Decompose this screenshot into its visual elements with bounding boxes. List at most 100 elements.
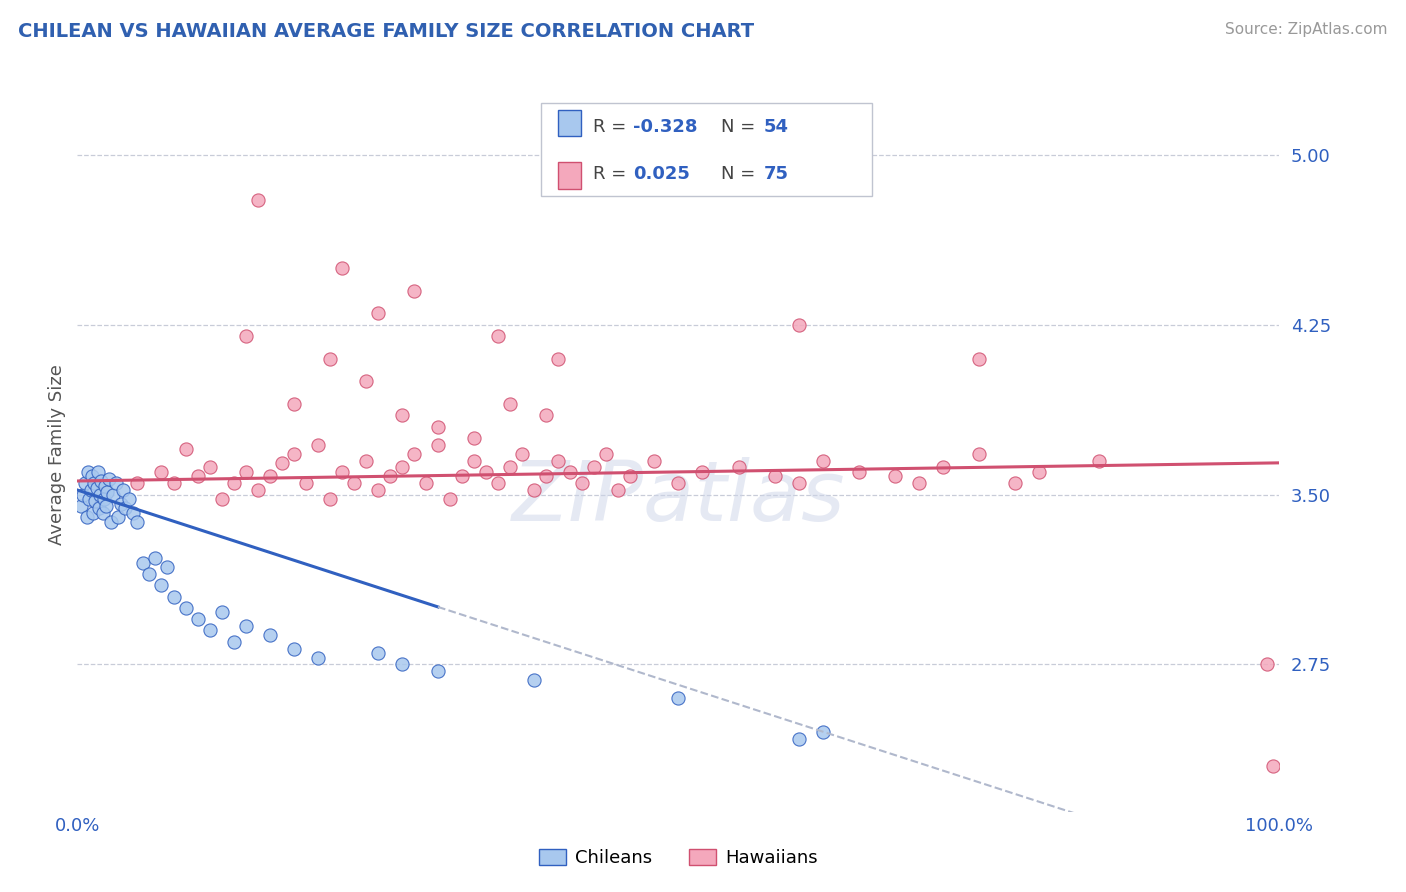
Point	[451, 469, 474, 483]
Point	[259, 628, 281, 642]
Point	[162, 590, 184, 604]
Point	[96, 499, 118, 513]
Point	[103, 487, 125, 501]
Point	[1028, 465, 1050, 479]
Point	[668, 476, 690, 491]
Point	[198, 460, 221, 475]
Point	[571, 476, 593, 491]
Text: 54: 54	[763, 118, 789, 136]
Point	[91, 506, 114, 520]
Point	[330, 260, 353, 275]
Point	[77, 465, 100, 479]
Point	[80, 469, 103, 483]
Point	[156, 560, 179, 574]
Point	[787, 476, 810, 491]
Y-axis label: Average Family Size: Average Family Size	[48, 365, 66, 545]
Point	[132, 556, 155, 570]
Point	[90, 474, 112, 488]
Point	[643, 453, 665, 467]
Point	[415, 476, 437, 491]
Point	[127, 515, 149, 529]
Point	[235, 619, 257, 633]
Point	[607, 483, 630, 497]
Point	[547, 351, 569, 366]
Point	[883, 469, 905, 483]
Point	[1263, 759, 1285, 773]
Point	[319, 351, 342, 366]
Point	[84, 494, 107, 508]
Point	[475, 465, 498, 479]
Point	[463, 453, 485, 467]
Text: 75: 75	[763, 165, 789, 183]
Point	[150, 465, 173, 479]
Point	[391, 409, 413, 423]
Point	[908, 476, 931, 491]
Point	[145, 551, 167, 566]
Point	[89, 487, 111, 501]
Point	[932, 460, 955, 475]
Point	[391, 657, 413, 672]
Point	[848, 465, 870, 479]
Point	[87, 501, 110, 516]
Point	[486, 329, 509, 343]
Point	[270, 456, 292, 470]
Point	[668, 691, 690, 706]
Point	[111, 483, 134, 497]
Point	[307, 438, 329, 452]
Text: Source: ZipAtlas.com: Source: ZipAtlas.com	[1225, 22, 1388, 37]
Point	[76, 510, 98, 524]
Point	[547, 453, 569, 467]
Text: -0.328: -0.328	[633, 118, 697, 136]
Point	[283, 397, 305, 411]
Point	[294, 476, 316, 491]
Text: 0.025: 0.025	[633, 165, 689, 183]
Point	[187, 612, 209, 626]
Point	[330, 465, 353, 479]
Point	[307, 650, 329, 665]
Legend: Chileans, Hawaiians: Chileans, Hawaiians	[531, 841, 825, 874]
Point	[72, 487, 94, 501]
Point	[162, 476, 184, 491]
Point	[486, 476, 509, 491]
Point	[198, 624, 221, 638]
Point	[283, 447, 305, 461]
Point	[534, 469, 557, 483]
Point	[174, 600, 197, 615]
Point	[499, 397, 522, 411]
Point	[104, 476, 127, 491]
Point	[763, 469, 786, 483]
Point	[93, 492, 115, 507]
Point	[534, 409, 557, 423]
Point	[402, 447, 425, 461]
Point	[187, 469, 209, 483]
Text: R =: R =	[593, 118, 633, 136]
Point	[100, 515, 122, 529]
Point	[121, 506, 143, 520]
Point	[138, 566, 160, 581]
Point	[427, 419, 450, 434]
Point	[427, 665, 450, 679]
Point	[110, 497, 132, 511]
Point	[222, 476, 245, 491]
Text: ZIPatlas: ZIPatlas	[512, 458, 845, 538]
Point	[378, 469, 401, 483]
Point	[354, 453, 377, 467]
Text: CHILEAN VS HAWAIIAN AVERAGE FAMILY SIZE CORRELATION CHART: CHILEAN VS HAWAIIAN AVERAGE FAMILY SIZE …	[18, 22, 755, 41]
Point	[222, 635, 245, 649]
Point	[79, 483, 101, 497]
Point	[97, 472, 120, 486]
Point	[367, 646, 389, 660]
Point	[811, 453, 834, 467]
Point	[692, 465, 714, 479]
Point	[83, 476, 105, 491]
Point	[127, 476, 149, 491]
Point	[510, 447, 533, 461]
Point	[82, 506, 104, 520]
Point	[235, 329, 257, 343]
Point	[967, 351, 990, 366]
Point	[1088, 453, 1111, 467]
Point	[86, 481, 108, 495]
Point	[259, 469, 281, 483]
Point	[211, 492, 233, 507]
Point	[73, 476, 96, 491]
